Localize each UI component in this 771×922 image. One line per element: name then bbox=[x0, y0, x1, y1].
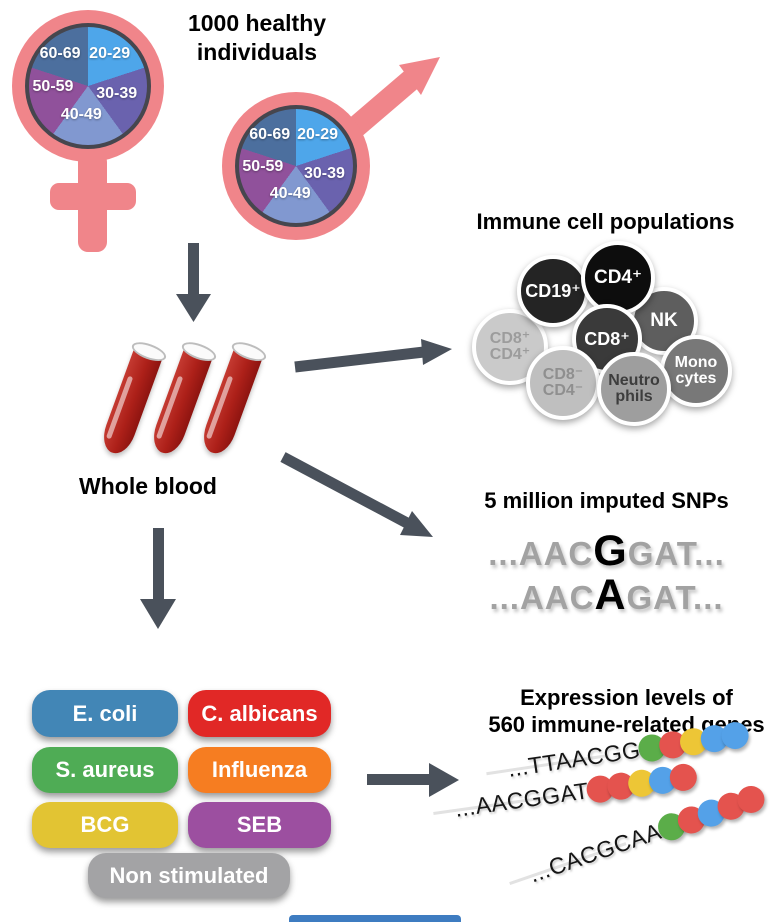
snp-variant-allele: A bbox=[594, 571, 627, 619]
arrow-blood-to-cells-icon bbox=[294, 339, 452, 373]
stimulus-saureus: S. aureus bbox=[32, 747, 178, 793]
age-slice-label: 20-29 bbox=[297, 126, 339, 144]
stimulus-ecoli: E. coli bbox=[32, 690, 178, 737]
age-slice-label: 60-69 bbox=[39, 44, 81, 62]
cell-cd8neg-cd4neg: CD8⁻ CD4⁻ bbox=[526, 346, 600, 420]
arrow-stimuli-to-expression-icon bbox=[367, 763, 459, 797]
snps-title: 5 million imputed SNPs bbox=[484, 488, 729, 513]
snp-prefix: ...AAC bbox=[489, 579, 595, 616]
snp-suffix: GAT... bbox=[626, 579, 724, 616]
snp-sequence: ...AACAGAT... bbox=[421, 571, 771, 620]
age-slice-label: 50-59 bbox=[32, 77, 74, 95]
snp-sequence: ...AACGGAT... bbox=[421, 527, 771, 576]
cropped-bottom-element bbox=[289, 915, 461, 922]
age-slice-label: 30-39 bbox=[303, 164, 345, 182]
age-slice-label: 40-49 bbox=[60, 106, 102, 124]
age-slice-label: 40-49 bbox=[269, 185, 311, 203]
snp-prefix: ...AAC bbox=[488, 535, 594, 572]
male-age-pie-chart: 20-29 30-39 40-49 50-59 60-69 bbox=[235, 105, 357, 227]
stimulus-nonstimulated: Non stimulated bbox=[88, 853, 290, 898]
stimulus-bcg: BCG bbox=[32, 802, 178, 848]
female-symbol: 20-29 30-39 40-49 50-59 60-69 bbox=[12, 10, 164, 162]
snp-variant-allele: G bbox=[593, 527, 628, 575]
cohort-title: 1000 healthy individuals bbox=[187, 10, 327, 65]
female-age-pie-chart: 20-29 30-39 40-49 50-59 60-69 bbox=[25, 23, 151, 149]
cell-cd4: CD4⁺ bbox=[581, 241, 655, 315]
whole-blood-label: Whole blood bbox=[79, 473, 217, 499]
down-arrow-blood-to-stimuli-icon bbox=[140, 528, 176, 629]
stimulus-seb: SEB bbox=[188, 802, 331, 848]
age-slice-label: 20-29 bbox=[89, 44, 131, 62]
snp-suffix: GAT... bbox=[627, 535, 725, 572]
female-symbol-cross-horizontal bbox=[50, 183, 136, 210]
cell-neutrophils: Neutro phils bbox=[597, 352, 671, 426]
cell-monocytes: Mono cytes bbox=[660, 335, 732, 407]
age-slice-label: 50-59 bbox=[242, 158, 284, 176]
arrow-blood-to-snps-icon bbox=[280, 452, 433, 537]
age-slice-label: 30-39 bbox=[96, 84, 138, 102]
stimulus-calbicans: C. albicans bbox=[188, 690, 331, 737]
cell-cd19: CD19⁺ bbox=[517, 255, 589, 327]
male-symbol: 20-29 30-39 40-49 50-59 60-69 bbox=[222, 92, 370, 240]
down-arrow-cohort-to-blood-icon bbox=[176, 243, 211, 322]
immune-cells-title: Immune cell populations bbox=[476, 209, 735, 234]
cell-cd8pos-cd4pos: CD8⁺ CD4⁺ bbox=[472, 309, 548, 385]
stimulus-influenza: Influenza bbox=[188, 747, 331, 793]
age-slice-label: 60-69 bbox=[249, 126, 291, 144]
